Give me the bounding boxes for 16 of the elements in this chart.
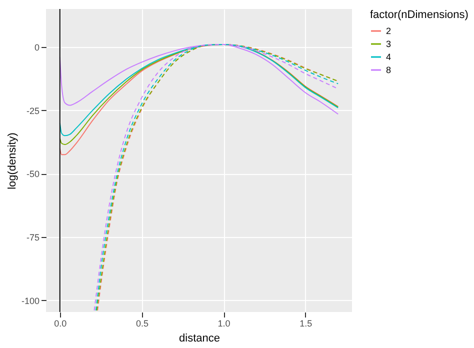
x-tick-label: 1.5 bbox=[300, 318, 312, 328]
legend-label: 3 bbox=[386, 39, 392, 49]
legend-title: factor(nDimensions) bbox=[370, 9, 468, 21]
x-tick-label: 1.0 bbox=[218, 318, 230, 328]
legend-label: 2 bbox=[386, 26, 392, 36]
legend-label: 8 bbox=[386, 65, 392, 75]
x-tick-label: 0.5 bbox=[136, 318, 148, 328]
y-tick-label: 0 bbox=[34, 42, 40, 52]
y-tick-label: -50 bbox=[26, 169, 40, 180]
legend-label: 4 bbox=[386, 52, 392, 62]
y-tick-label: -100 bbox=[21, 296, 40, 306]
x-tick-label: 0.0 bbox=[54, 318, 67, 328]
y-tick-label: -25 bbox=[26, 106, 40, 116]
y-axis-title: log(density) bbox=[6, 132, 18, 190]
y-tick-label: -75 bbox=[26, 232, 40, 243]
x-axis-title: distance bbox=[179, 332, 220, 344]
